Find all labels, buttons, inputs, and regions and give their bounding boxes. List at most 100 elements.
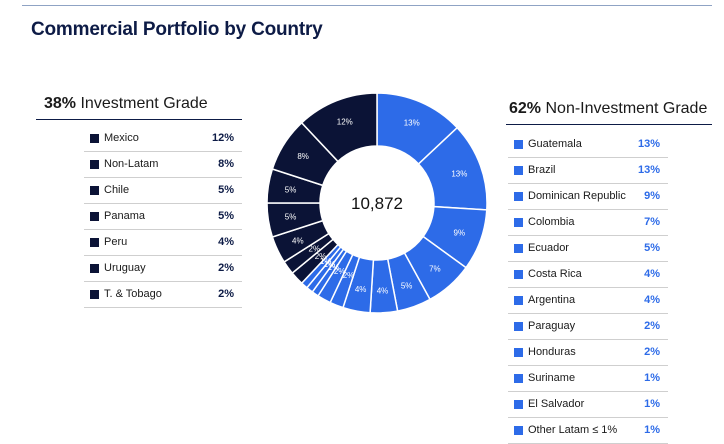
- legend-swatch: [90, 264, 99, 273]
- legend-row-dominican-republic: Dominican Republic 9%: [508, 184, 668, 210]
- legend-label: Honduras: [528, 346, 576, 358]
- legend-swatch: [514, 192, 523, 201]
- slice-label-el-salvador: 1%: [324, 260, 336, 269]
- non-investment-grade-heading: 62% Non-Investment Grade: [509, 100, 707, 118]
- investment-grade-list: Mexico 12% Non-Latam 8% Chile 5% Panama 5% Peru 4…: [84, 126, 242, 308]
- legend-swatch: [90, 160, 99, 169]
- legend-label: Guatemala: [528, 138, 582, 150]
- legend-swatch: [90, 212, 99, 221]
- slice-label-brazil: 13%: [451, 169, 467, 178]
- legend-row-brazil: Brazil 13%: [508, 158, 668, 184]
- legend-row-non-latam: Non-Latam 8%: [84, 152, 242, 178]
- non-investment-grade-pct: 62%: [509, 100, 542, 117]
- slice-label-suriname: 1%: [328, 263, 340, 272]
- legend-value: 5%: [644, 242, 660, 254]
- legend-row-uruguay: Uruguay 2%: [84, 256, 242, 282]
- investment-grade-pct: 38%: [44, 95, 77, 112]
- slice-label-chile: 5%: [285, 185, 297, 194]
- legend-row-chile: Chile 5%: [84, 178, 242, 204]
- legend-value: 7%: [644, 216, 660, 228]
- donut-slices: [266, 92, 488, 314]
- legend-label: Mexico: [104, 132, 139, 144]
- legend-row-argentina: Argentina 4%: [508, 288, 668, 314]
- slice-mexico: [300, 92, 378, 163]
- investment-grade-heading: 38% Investment Grade: [44, 95, 208, 113]
- slice-label-guatemala: 13%: [404, 119, 420, 128]
- legend-swatch: [514, 322, 523, 331]
- legend-label: Brazil: [528, 164, 556, 176]
- center-total: 10,872: [351, 194, 403, 213]
- legend-label: Other Latam ≤ 1%: [528, 424, 618, 436]
- legend-label: T. & Tobago: [104, 288, 162, 300]
- slice-label-costa-rica: 4%: [377, 286, 389, 295]
- investment-grade-underline: [36, 119, 242, 120]
- legend-label: Panama: [104, 210, 145, 222]
- legend-swatch: [90, 186, 99, 195]
- legend-swatch: [514, 426, 523, 435]
- legend-row-suriname: Suriname 1%: [508, 366, 668, 392]
- slice-label-other-latam: 1%: [320, 257, 332, 266]
- slice-label-mexico: 12%: [337, 118, 353, 127]
- legend-swatch: [514, 140, 523, 149]
- non-investment-grade-list: Guatemala 13% Brazil 13% Dominican Republic 9…: [508, 132, 668, 444]
- legend-value: 12%: [211, 132, 234, 144]
- legend-swatch: [514, 374, 523, 383]
- page-title: Commercial Portfolio by Country: [31, 19, 323, 40]
- investment-grade-label: Investment Grade: [80, 95, 208, 112]
- legend-swatch: [90, 134, 99, 143]
- legend-value: 4%: [218, 236, 234, 248]
- slice-label-panama: 5%: [285, 213, 297, 222]
- legend-row-peru: Peru 4%: [84, 230, 242, 256]
- legend-value: 5%: [218, 210, 234, 222]
- legend-label: Dominican Republic: [528, 190, 626, 202]
- legend-swatch: [514, 348, 523, 357]
- slice-label-colombia: 7%: [429, 265, 441, 274]
- legend-swatch: [514, 166, 523, 175]
- legend-value: 1%: [644, 424, 660, 436]
- slice-label-t-tobago: 2%: [315, 252, 327, 261]
- legend-row-guatemala: Guatemala 13%: [508, 132, 668, 158]
- legend-row-t-tobago: T. & Tobago 2%: [84, 282, 242, 308]
- legend-label: Uruguay: [104, 262, 146, 274]
- legend-value: 5%: [218, 184, 234, 196]
- legend-value: 13%: [637, 138, 660, 150]
- legend-row-colombia: Colombia 7%: [508, 210, 668, 236]
- legend-row-ecuador: Ecuador 5%: [508, 236, 668, 262]
- legend-row-panama: Panama 5%: [84, 204, 242, 230]
- legend-label: El Salvador: [528, 398, 585, 410]
- legend-swatch: [90, 238, 99, 247]
- legend-row-costa-rica: Costa Rica 4%: [508, 262, 668, 288]
- legend-swatch: [514, 270, 523, 279]
- legend-value: 1%: [644, 398, 660, 410]
- legend-value: 4%: [644, 268, 660, 280]
- slice-label-peru: 4%: [292, 236, 304, 245]
- legend-swatch: [514, 400, 523, 409]
- legend-label: Ecuador: [528, 242, 569, 254]
- slice-label-honduras: 2%: [334, 267, 346, 276]
- legend-label: Non-Latam: [104, 158, 159, 170]
- non-investment-grade-underline: [506, 124, 712, 125]
- legend-swatch: [514, 296, 523, 305]
- legend-value: 2%: [644, 346, 660, 358]
- slice-label-paraguay: 2%: [343, 271, 355, 280]
- legend-label: Peru: [104, 236, 128, 248]
- legend-row-paraguay: Paraguay 2%: [508, 314, 668, 340]
- legend-label: Chile: [104, 184, 130, 196]
- slice-label-uruguay: 2%: [309, 245, 321, 254]
- legend-value: 1%: [644, 372, 660, 384]
- slice-label-ecuador: 5%: [401, 281, 413, 290]
- donut-slice-labels: 13%13%9%7%5%4%4%2%2%1%1%1%2%2%4%5%5%8%12…: [285, 118, 468, 296]
- legend-label: Suriname: [528, 372, 576, 384]
- legend-label: Costa Rica: [528, 268, 582, 280]
- legend-label: Paraguay: [528, 320, 576, 332]
- top-divider: [22, 5, 712, 6]
- slice-label-dominican-republic: 9%: [454, 229, 466, 238]
- legend-label: Argentina: [528, 294, 576, 306]
- legend-label: Colombia: [528, 216, 575, 228]
- legend-value: 13%: [637, 164, 660, 176]
- legend-row-honduras: Honduras 2%: [508, 340, 668, 366]
- legend-value: 9%: [644, 190, 660, 202]
- legend-row-mexico: Mexico 12%: [84, 126, 242, 152]
- legend-row-el-salvador: El Salvador 1%: [508, 392, 668, 418]
